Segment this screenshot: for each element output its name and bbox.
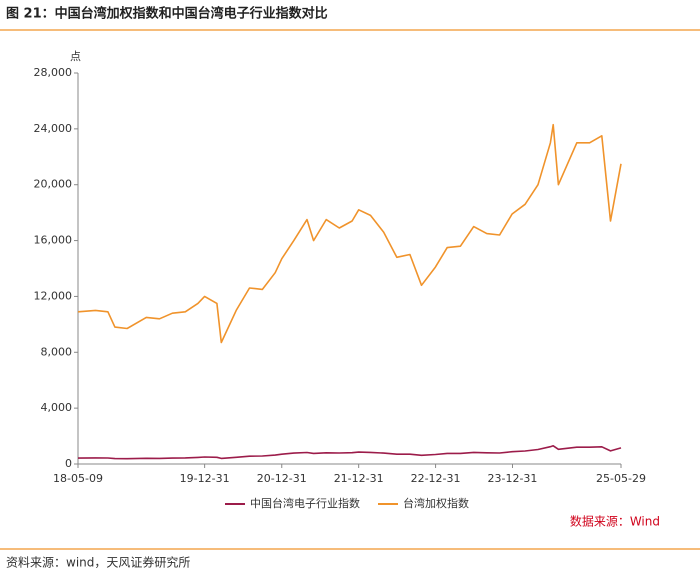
x-tick-label: 25-05-29 [596, 472, 646, 485]
chart-title: 图 21：中国台湾加权指数和中国台湾电子行业指数对比 [6, 6, 328, 22]
series-line [77, 123, 622, 344]
x-tick-label: 20-12-31 [257, 472, 307, 485]
x-tick-label: 22-12-31 [411, 472, 461, 485]
y-tick-label: 4,000 [41, 401, 73, 414]
series-line [77, 445, 622, 460]
y-tick-label: 12,000 [34, 289, 73, 302]
y-unit: 点 [70, 50, 81, 63]
legend-label: 台湾加权指数 [403, 496, 469, 510]
y-tick-label: 28,000 [34, 66, 73, 79]
y-tick-label: 20,000 [34, 178, 73, 191]
x-tick-label: 19-12-31 [180, 472, 230, 485]
source: 数据来源：Wind [570, 514, 660, 529]
y-tick-label: 8,000 [41, 345, 73, 358]
legend-label: 中国台湾电子行业指数 [250, 496, 360, 510]
x-tick-label: 18-05-09 [53, 472, 103, 485]
x-tick-label: 21-12-31 [334, 472, 384, 485]
y-tick-label: 16,000 [34, 234, 73, 247]
y-tick-label: 0 [65, 457, 72, 470]
footer: 资料来源：wind，天风证券研究所 [6, 555, 190, 570]
x-tick-label: 23-12-31 [488, 472, 538, 485]
y-tick-label: 24,000 [34, 122, 73, 135]
